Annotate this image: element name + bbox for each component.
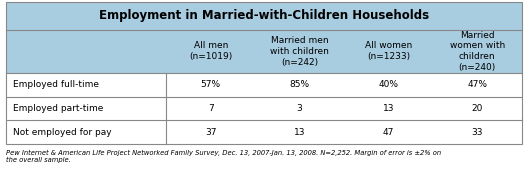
Bar: [6, 97, 522, 121]
Text: 33: 33: [472, 128, 483, 137]
Text: Married
women with
children
(n=240): Married women with children (n=240): [450, 31, 505, 72]
Text: Married men
with children
(n=242): Married men with children (n=242): [270, 36, 329, 67]
Bar: [6, 2, 522, 30]
Text: 13: 13: [383, 104, 394, 113]
Text: 85%: 85%: [289, 80, 309, 89]
Bar: [6, 121, 522, 144]
Text: 20: 20: [472, 104, 483, 113]
Text: 37: 37: [205, 128, 216, 137]
Text: 3: 3: [297, 104, 303, 113]
Text: Employment in Married-with-Children Households: Employment in Married-with-Children Hous…: [99, 9, 429, 22]
Text: 13: 13: [294, 128, 305, 137]
Text: 7: 7: [208, 104, 214, 113]
Text: Pew Internet & American Life Project Networked Family Survey, Dec. 13, 2007-Jan.: Pew Internet & American Life Project Net…: [6, 150, 441, 163]
Text: All men
(n=1019): All men (n=1019): [189, 41, 232, 61]
Text: 57%: 57%: [201, 80, 221, 89]
Text: All women
(n=1233): All women (n=1233): [365, 41, 412, 61]
Text: Not employed for pay: Not employed for pay: [13, 128, 111, 137]
Bar: [6, 30, 522, 73]
Text: 47: 47: [383, 128, 394, 137]
Bar: [6, 2, 522, 144]
Text: 47%: 47%: [467, 80, 487, 89]
Text: Employed full-time: Employed full-time: [13, 80, 99, 89]
Text: 40%: 40%: [379, 80, 399, 89]
Bar: [6, 73, 522, 97]
Text: Employed part-time: Employed part-time: [13, 104, 103, 113]
